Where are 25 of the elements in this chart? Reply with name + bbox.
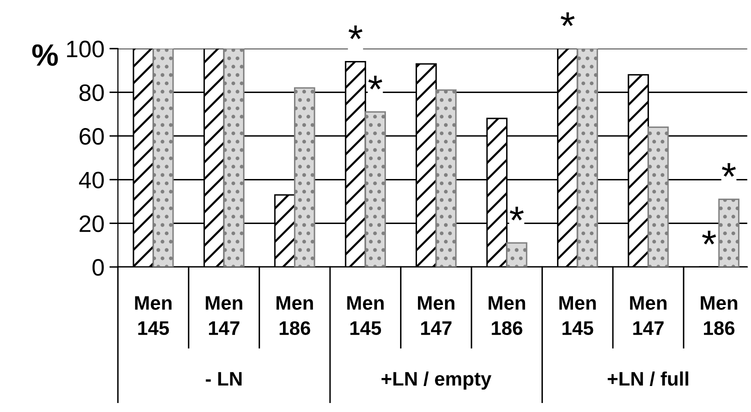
x-tick-label: Men 186 xyxy=(276,296,313,336)
data-label: * xyxy=(368,76,382,90)
x-tick-label: Men 147 xyxy=(418,296,454,335)
y-tick-label: 60 xyxy=(80,128,104,145)
x-tick-label: Men 147 xyxy=(630,296,666,335)
y-tick-label: 0 xyxy=(92,259,104,276)
x-tick-label: Men 147 xyxy=(206,296,242,335)
data-label: * xyxy=(348,26,362,40)
data-label: * xyxy=(702,230,716,244)
text: +LN / empty xyxy=(382,371,492,390)
y-tick-label: 80 xyxy=(79,84,104,102)
y-axis-title: % xyxy=(32,44,58,66)
y-tick-label: 20 xyxy=(80,215,104,232)
text: +LN / full xyxy=(608,371,688,386)
x-tick-label: Men 145 xyxy=(135,296,172,336)
text: - LN xyxy=(206,372,242,386)
x-tick-label: Men 186 xyxy=(700,296,738,336)
y-tick-label: 40 xyxy=(78,172,104,188)
data-label: * xyxy=(722,163,736,177)
x-tick-label: Men 145 xyxy=(559,296,596,336)
data-label: * xyxy=(560,12,575,26)
data-label: * xyxy=(510,206,524,220)
y-tick-label: 100 xyxy=(67,40,104,58)
x-tick-label: Men 186 xyxy=(488,296,526,336)
x-tick-label: Men 145 xyxy=(347,296,384,336)
